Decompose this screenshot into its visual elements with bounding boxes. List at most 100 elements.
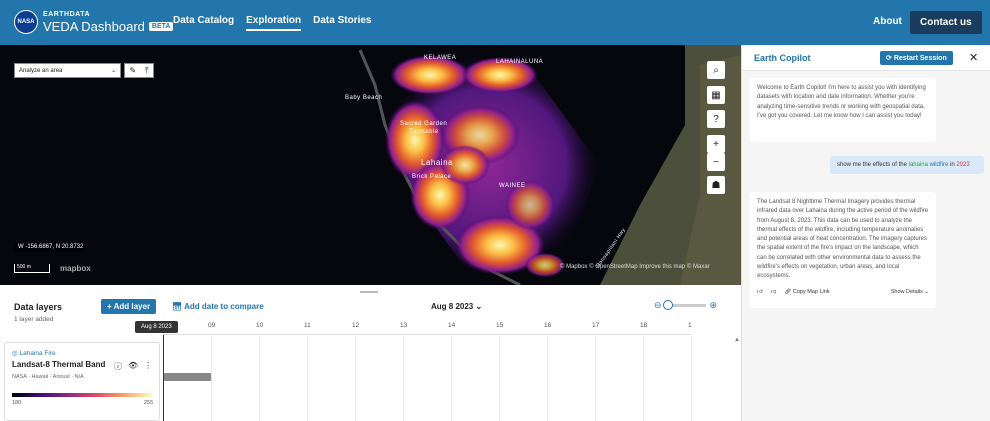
draw-tools: ✎ ⤒ (124, 63, 154, 78)
restart-session-button[interactable]: ⟳ Restart Session (880, 51, 953, 65)
date-selector[interactable]: Aug 8 2023 ⌄ (431, 302, 483, 311)
tick-14: 14 (448, 322, 456, 329)
upload-icon[interactable]: ⤒ (145, 65, 149, 75)
info-icon[interactable]: ⓘ (114, 362, 122, 371)
label-brick-palace: Brick Palace (412, 174, 452, 180)
search-icon[interactable]: ⌕ (707, 61, 725, 79)
thumbs-up-icon[interactable]: 👍︎ (757, 288, 763, 295)
zoom-slider-thumb[interactable] (662, 300, 673, 310)
user-msg-event: wildfire (929, 162, 949, 168)
nav-data-catalog[interactable]: Data Catalog (173, 15, 235, 26)
zoom-out-icon[interactable]: ⊖ (654, 300, 662, 310)
label-lahaina: Lahaina (421, 158, 453, 167)
brand-top: EARTHDATA (43, 11, 91, 18)
map-view[interactable]: KELAWEA LAHAINALUNA Baby Beach Sacred Ga… (0, 45, 741, 285)
brand-logo[interactable]: NASA EARTHDATA VEDA Dashboard BETA (14, 10, 174, 34)
robot-icon[interactable]: ☗ (707, 176, 725, 194)
user-msg-year: 2023 (956, 162, 970, 168)
user-message: show me the effects of the lahaina wildf… (830, 156, 984, 174)
layer-source-label: Lahaina Fire (19, 350, 56, 357)
close-icon[interactable]: ✕ (969, 52, 979, 64)
user-msg-text: show me the effects of the (837, 162, 907, 168)
label-kelawea: KELAWEA (424, 55, 457, 61)
tick-09: 09 (208, 322, 216, 329)
tick-17: 17 (592, 322, 600, 329)
layer-timeline-bar[interactable] (164, 373, 211, 381)
resize-handle[interactable] (360, 291, 378, 293)
timeline-cursor[interactable] (163, 335, 164, 421)
grid-line (595, 336, 596, 421)
zoom-slider[interactable] (662, 300, 706, 310)
grid-line (259, 336, 260, 421)
grid-line (499, 336, 500, 421)
main-nav: Data Catalog Exploration Data Stories (173, 15, 372, 31)
tick-11: 11 (304, 322, 311, 329)
timeline-axis: 09 10 11 12 13 14 15 16 17 18 1 (163, 320, 692, 335)
scroll-up-icon[interactable]: ▲ (734, 337, 740, 343)
nav-exploration[interactable]: Exploration (246, 15, 302, 31)
help-icon[interactable]: ? (707, 110, 725, 128)
tick-10: 10 (256, 322, 264, 329)
pencil-icon[interactable]: ✎ (129, 66, 137, 75)
label-baby-beach: Baby Beach (345, 95, 383, 101)
brand-main: VEDA Dashboard (43, 19, 145, 34)
thermal-map-layer (358, 45, 741, 285)
tick-18: 18 (640, 322, 648, 329)
add-date-compare-button[interactable]: 📅︎ Add date to compare (172, 302, 264, 311)
eye-icon[interactable]: 👁︎ (128, 361, 139, 370)
grid-line (307, 336, 308, 421)
thumbs-down-icon[interactable]: 👎︎ (770, 288, 777, 295)
label-turntable: Turntable (409, 129, 439, 135)
data-layers-title: Data layers (14, 302, 63, 312)
nasa-logo-icon: NASA (14, 10, 38, 34)
grid-line (403, 336, 404, 421)
assistant-answer-message: The Landsat 8 Nighttime Thermal Imagery … (750, 192, 936, 308)
answer-text: The Landsat 8 Nighttime Thermal Imagery … (757, 199, 929, 280)
mapbox-logo: mapbox (60, 264, 91, 273)
add-layer-button[interactable]: + Add layer (101, 299, 157, 314)
coordinates-readout: W -156.6867, N 20.8732 (14, 242, 88, 252)
current-date-tag: Aug 8 2023 (135, 321, 178, 333)
colorbar-max: 255 (144, 400, 154, 406)
layer-source: ◎ Lahaina Fire (12, 350, 56, 357)
grid-line (355, 336, 356, 421)
nav-about[interactable]: About (873, 16, 902, 27)
tick-16: 16 (544, 322, 552, 329)
contact-us-button[interactable]: Contact us (910, 11, 982, 34)
zoom-in-icon[interactable]: ⊕ (709, 300, 718, 310)
restart-label: Restart Session (893, 55, 947, 62)
tick-19: 1 (688, 322, 692, 329)
user-msg-place: lahaina (908, 162, 928, 168)
label-wainee: WAINEE (499, 183, 526, 189)
grid-line (451, 336, 452, 421)
copilot-title: Earth Copilot (754, 52, 811, 63)
show-details-label: Show Details (890, 288, 923, 295)
beta-badge: BETA (148, 22, 174, 31)
nav-data-stories[interactable]: Data Stories (313, 15, 372, 26)
assistant-welcome-message: Welcome to Earth Copilot! I'm here to as… (750, 78, 936, 142)
timeline-zoom: ⊖ ⊕ (654, 300, 717, 311)
colorbar-min: 180 (12, 400, 22, 406)
label-lahainaluna: LAHAINALUNA (496, 59, 544, 65)
user-msg-in: in (949, 162, 955, 168)
colorbar (12, 393, 152, 397)
zoom-out-icon[interactable]: − (707, 153, 725, 171)
analyze-area-select[interactable]: Analyze an area ⌄ (14, 63, 121, 78)
layer-title: Landsat-8 Thermal Band (12, 360, 106, 369)
zoom-in-icon[interactable]: + (707, 135, 725, 153)
layers-count: 1 layer added (14, 316, 54, 323)
map-attribution[interactable]: © Mapbox © OpenStreetMap Improve this ma… (560, 264, 710, 270)
grid-line (211, 336, 212, 421)
more-options-icon[interactable]: ⋮ (144, 361, 153, 370)
map-layers-icon[interactable]: ▦ (707, 86, 725, 104)
copilot-panel: Earth Copilot ⟳ Restart Session ✕ Welcom… (741, 45, 990, 421)
top-header: NASA EARTHDATA VEDA Dashboard BETA Data C… (0, 0, 990, 45)
copy-map-link-button[interactable]: 🔗︎ Copy Map Link (784, 288, 830, 295)
layer-card[interactable]: ◎ Lahaina Fire Landsat-8 Thermal Band NA… (4, 342, 160, 421)
grid-line (547, 336, 548, 421)
copy-link-label: Copy Map Link (792, 288, 830, 295)
date-selector-label: Aug 8 2023 (431, 302, 474, 311)
show-details-button[interactable]: Show Details ⌄ (890, 288, 929, 295)
label-sacred-garden: Sacred Garden (400, 121, 448, 127)
scale-bar: 500 m (14, 264, 50, 273)
